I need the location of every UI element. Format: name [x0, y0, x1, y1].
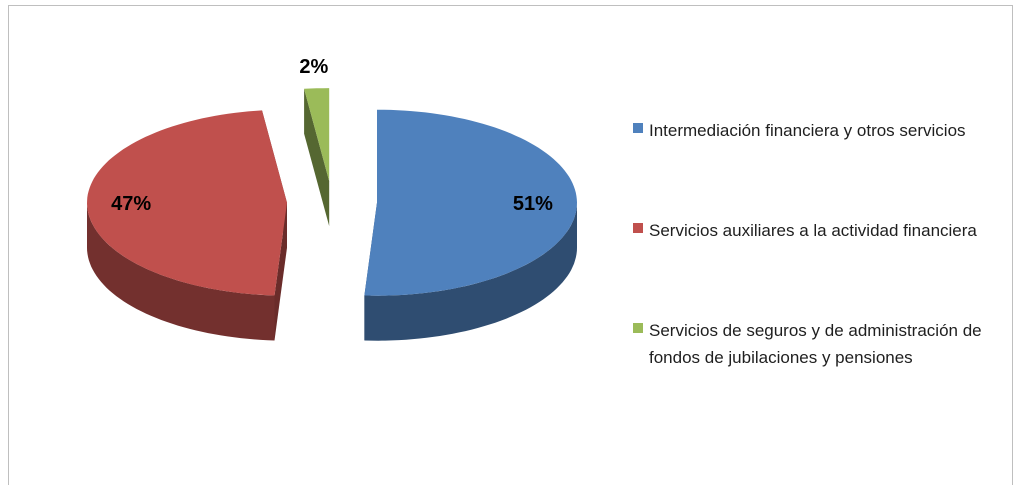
legend-label: Servicios auxiliares a la actividad fina… — [649, 221, 977, 240]
data-label: 2% — [299, 56, 328, 78]
legend-item: Servicios de seguros y de administración… — [633, 317, 1003, 371]
legend-item: Intermediación financiera y otros servic… — [633, 117, 1003, 144]
slice — [304, 88, 330, 182]
slice-side — [364, 202, 577, 341]
slice-side — [87, 202, 275, 341]
legend-label: Servicios de seguros y de administración… — [649, 321, 982, 367]
data-label: 47% — [111, 193, 151, 215]
slice — [364, 109, 577, 296]
data-label: 51% — [513, 193, 553, 215]
legend-swatch — [633, 323, 643, 333]
legend-swatch — [633, 123, 643, 133]
chart-border — [8, 5, 1013, 485]
legend-swatch — [633, 223, 643, 233]
pie: 51% 47% 2% — [87, 56, 577, 341]
legend-label: Intermediación financiera y otros servic… — [649, 121, 966, 140]
slice-face — [274, 202, 287, 341]
legend-item: Servicios auxiliares a la actividad fina… — [633, 217, 1003, 244]
slice — [87, 110, 287, 296]
slice-face — [304, 88, 330, 227]
